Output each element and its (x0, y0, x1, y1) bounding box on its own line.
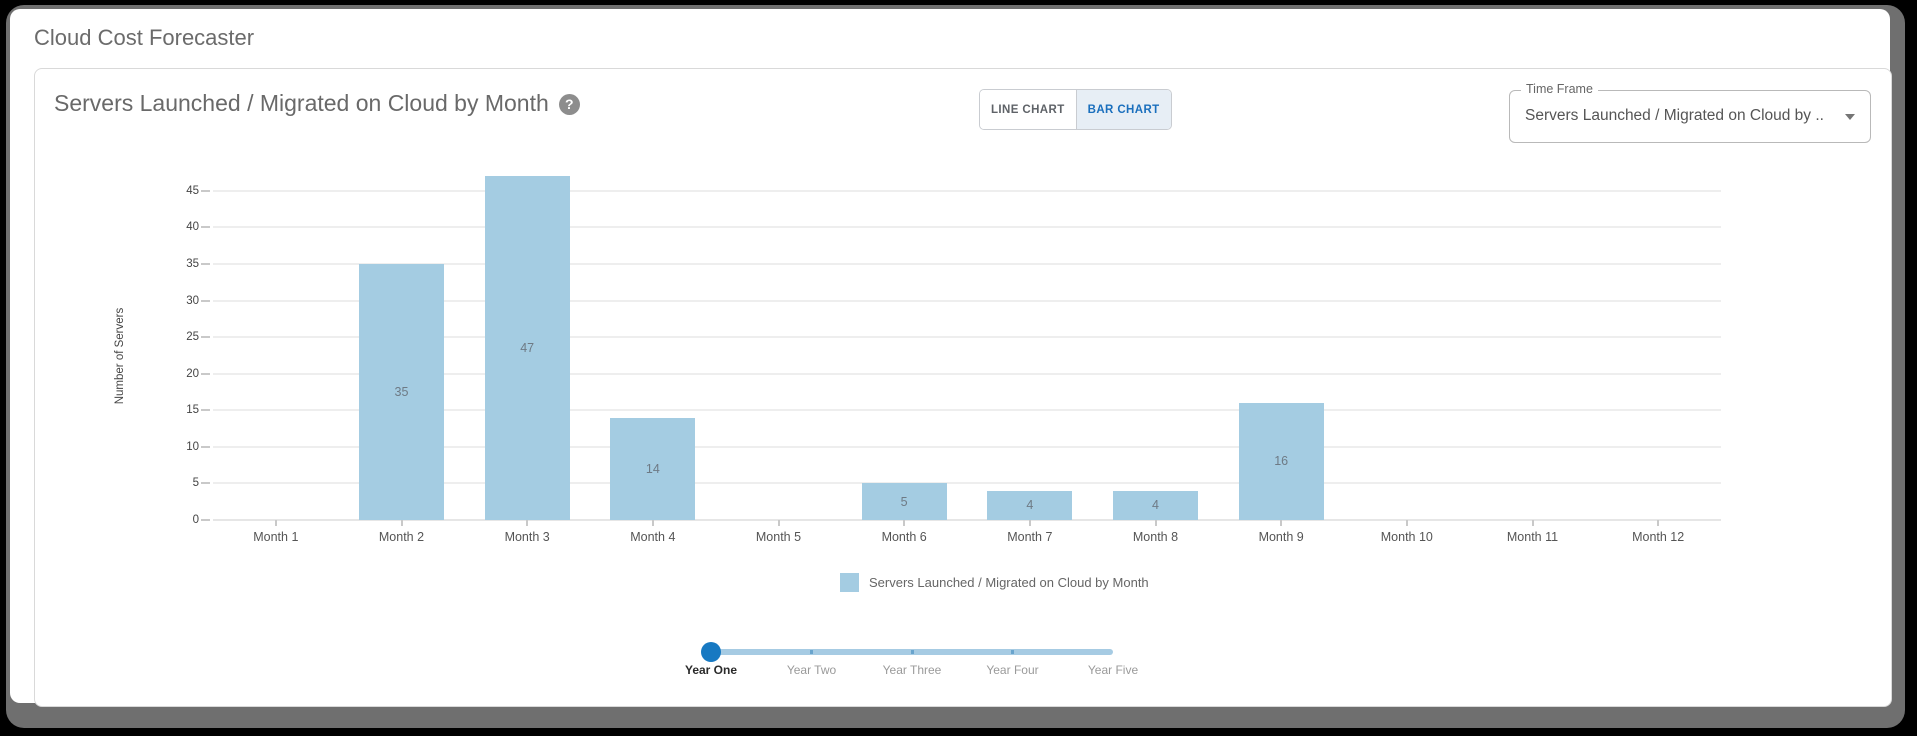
slider-label: Year Five (1087, 663, 1139, 677)
gridline (213, 519, 1721, 521)
y-tick-label: 45 (186, 184, 199, 197)
chart-title-text: Servers Launched / Migrated on Cloud by … (54, 90, 549, 116)
x-tick-label: Month 7 (1007, 530, 1053, 544)
x-tick (1657, 520, 1660, 526)
gridline (213, 482, 1721, 485)
x-tick (526, 520, 529, 526)
y-tick-label: 35 (186, 258, 199, 270)
x-tick-label: Month 12 (1632, 530, 1685, 544)
time-frame-value: Servers Launched / Migrated on Cloud by … (1525, 107, 1825, 124)
bar-value-label: 14 (645, 461, 660, 476)
x-tick (651, 520, 654, 526)
year-slider-handle[interactable] (701, 642, 721, 662)
x-tick (903, 520, 906, 526)
time-frame-label: Time Frame (1521, 82, 1598, 96)
y-tick (201, 226, 210, 229)
slider-label: Year One (684, 663, 738, 677)
y-tick-label: 10 (186, 440, 199, 453)
y-tick-label: 30 (186, 294, 199, 307)
gridline (213, 226, 1721, 229)
bar[interactable]: 16 (1238, 402, 1324, 520)
chart-title: Servers Launched / Migrated on Cloud by … (54, 90, 580, 117)
x-tick-label: Month 4 (630, 530, 676, 544)
x-tick (400, 520, 403, 526)
bar[interactable]: 5 (861, 483, 947, 520)
gridline (213, 263, 1721, 265)
gridline (213, 336, 1721, 339)
year-slider-track[interactable] (711, 649, 1113, 655)
legend-swatch-icon (840, 573, 859, 592)
x-tick-label: Month 2 (378, 530, 425, 544)
x-tick (274, 520, 277, 526)
y-tick (201, 372, 210, 375)
gridline (213, 299, 1721, 302)
bar-value-label: 4 (1026, 498, 1034, 513)
slider-label: Year Two (786, 663, 837, 677)
app-window: Cloud Cost Forecaster Servers Launched /… (10, 9, 1892, 707)
legend-label: Servers Launched / Migrated on Cloud by … (869, 575, 1149, 590)
gridline (213, 409, 1721, 412)
legend-item[interactable]: Servers Launched / Migrated on Cloud by … (840, 573, 1149, 592)
bar[interactable]: 47 (484, 176, 570, 520)
y-tick (201, 409, 210, 412)
x-tick-label: Month 6 (881, 530, 927, 544)
slider-tick-icon (810, 650, 813, 654)
x-tick-label: Month 11 (1506, 530, 1559, 544)
y-tick (201, 445, 210, 448)
x-tick (1405, 520, 1408, 526)
page-title: Cloud Cost Forecaster (34, 25, 255, 50)
slider-tick-icon (910, 650, 914, 654)
x-tick (1154, 520, 1157, 526)
y-tick-label: 40 (186, 221, 199, 234)
gridline (213, 189, 1721, 192)
bar-chart-button[interactable]: BAR CHART (1075, 90, 1171, 129)
x-tick (1531, 520, 1534, 526)
y-tick (201, 336, 210, 339)
gridline (213, 372, 1721, 375)
slider-tick-icon (1011, 650, 1014, 654)
chart-card: Servers Launched / Migrated on Cloud by … (34, 68, 1892, 707)
dropdown-arrow-icon (1845, 114, 1855, 120)
x-tick (1280, 520, 1283, 526)
y-tick-label: 20 (186, 367, 199, 380)
bar[interactable]: 4 (987, 490, 1073, 520)
y-tick-label: 5 (192, 477, 199, 490)
line-chart-button[interactable]: LINE CHART (980, 90, 1076, 129)
y-axis-title: Number of Servers (114, 307, 126, 405)
x-tick (777, 520, 780, 526)
bar-value-label: 4 (1152, 498, 1159, 513)
y-tick (201, 263, 210, 265)
bar[interactable]: 35 (359, 264, 444, 520)
bar-value-label: 16 (1274, 454, 1289, 469)
y-tick (201, 299, 210, 302)
time-frame-select[interactable]: Time Frame Servers Launched / Migrated o… (1509, 82, 1871, 143)
x-tick-label: Month 8 (1132, 530, 1179, 544)
bar-value-label: 47 (520, 341, 535, 356)
y-tick-label: 25 (186, 331, 199, 344)
y-tick (201, 519, 210, 521)
x-tick-label: Month 5 (755, 530, 802, 544)
x-tick-label: Month 9 (1258, 530, 1304, 544)
x-tick (1028, 520, 1031, 526)
y-tick-label: 0 (192, 514, 199, 526)
chart-type-toggle: LINE CHART BAR CHART (979, 89, 1172, 130)
y-tick (201, 482, 210, 485)
y-tick (201, 189, 210, 192)
x-tick-label: Month 1 (253, 530, 299, 544)
plot-area: 0 5 10 15 20 25 30 35 40 45 Month 1 Month 2 35 Month … (186, 155, 1721, 544)
x-tick-label: Month 10 (1380, 530, 1433, 544)
bar-value-label: 5 (900, 494, 908, 509)
bar[interactable]: 4 (1113, 490, 1198, 520)
help-icon[interactable]: ? (558, 94, 580, 115)
bar[interactable]: 14 (610, 417, 696, 520)
gridline (213, 445, 1721, 448)
slider-label: Year Three (882, 663, 942, 677)
bar-value-label: 35 (394, 385, 409, 399)
slider-label: Year Four (986, 663, 1039, 677)
y-tick-label: 15 (186, 404, 199, 417)
x-tick-label: Month 3 (504, 530, 550, 544)
